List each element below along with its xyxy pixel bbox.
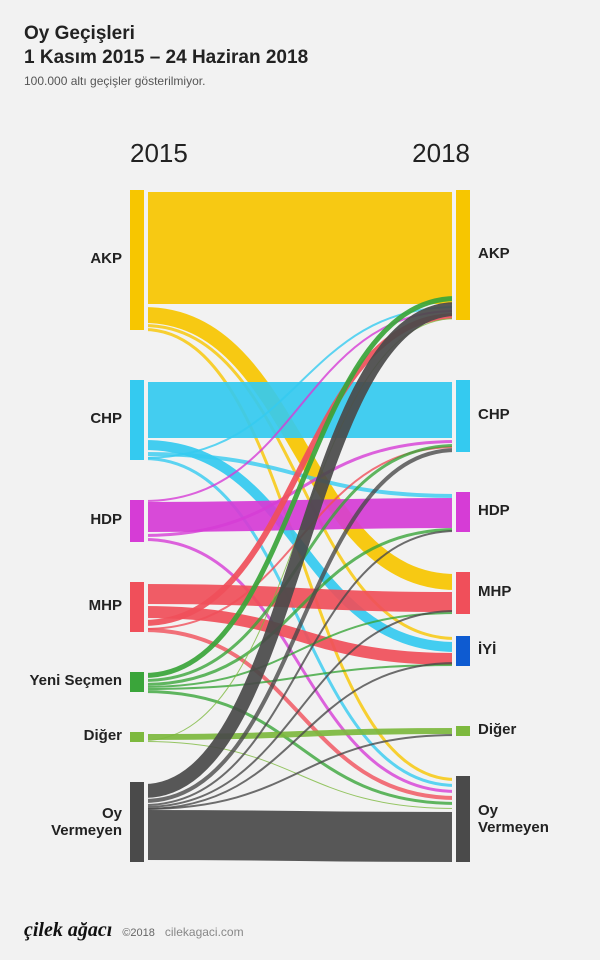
node-HDP — [130, 500, 144, 542]
node-OyV — [456, 776, 470, 862]
link-MHP-MHP — [144, 594, 456, 602]
node-HDP — [456, 492, 470, 532]
node-AKP — [130, 190, 144, 330]
node-IYI — [456, 636, 470, 666]
label-left-HDP: HDP — [90, 512, 122, 529]
label-right-IYI: İYİ — [478, 642, 496, 659]
node-Diger — [456, 726, 470, 736]
node-MHP — [130, 582, 144, 632]
label-right-MHP: MHP — [478, 584, 511, 601]
label-right-AKP: AKP — [478, 246, 510, 263]
label-right-OyV: OyVermeyen — [478, 803, 549, 836]
footer-copy: ©2018 — [122, 927, 155, 939]
link-HDP-HDP — [144, 513, 456, 517]
label-right-HDP: HDP — [478, 503, 510, 520]
node-Diger — [130, 732, 144, 742]
node-CHP — [130, 380, 144, 460]
footer: çilek ağacı ©2018 cilekagaci.com — [24, 919, 244, 942]
node-CHP — [456, 380, 470, 452]
node-OyV — [130, 782, 144, 862]
chart-container: Oy Geçişleri 1 Kasım 2015 – 24 Haziran 2… — [0, 0, 600, 960]
label-left-CHP: CHP — [90, 411, 122, 428]
footer-url: cilekagaci.com — [165, 925, 244, 939]
label-right-Diger: Diğer — [478, 722, 516, 739]
label-left-AKP: AKP — [90, 251, 122, 268]
label-left-Yeni: Yeni Seçmen — [29, 673, 122, 690]
link-OyV-OyV — [144, 835, 456, 837]
footer-logo: çilek ağacı — [24, 919, 112, 942]
label-left-Diger: Diğer — [84, 728, 122, 745]
label-left-OyV: OyVermeyen — [51, 806, 122, 839]
label-left-MHP: MHP — [89, 598, 122, 615]
node-Yeni — [130, 672, 144, 692]
node-MHP — [456, 572, 470, 614]
label-right-CHP: CHP — [478, 407, 510, 424]
node-AKP — [456, 190, 470, 320]
